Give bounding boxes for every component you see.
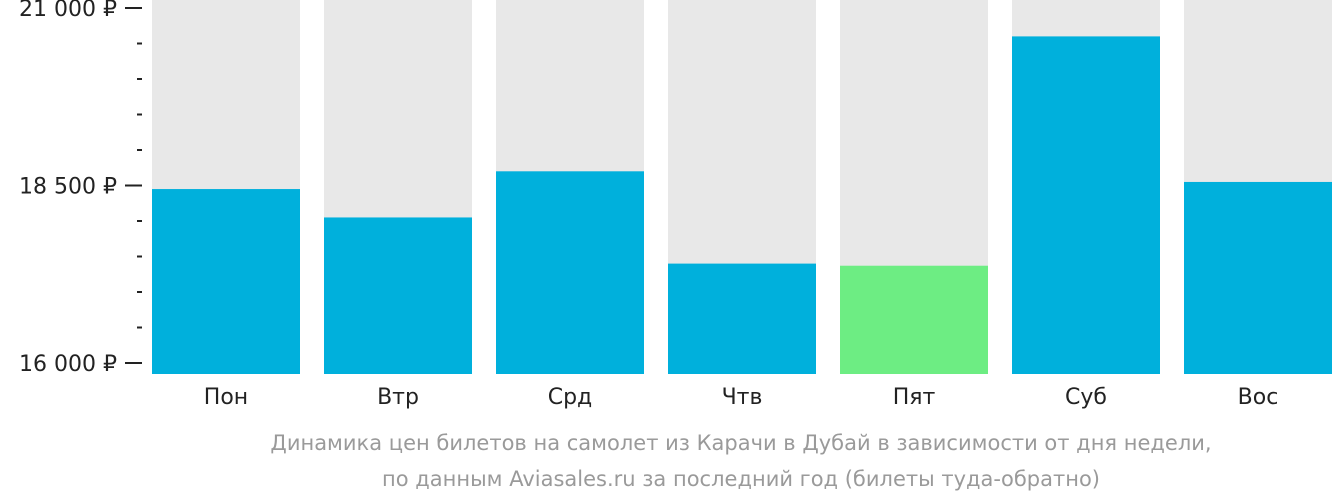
bar-6: [1012, 36, 1160, 375]
y-tick-label-3: 16 000 ₽: [19, 352, 117, 377]
bar-5: [840, 265, 988, 374]
bar-2: [324, 217, 472, 374]
bars: [152, 36, 1332, 375]
bar-7: [1184, 181, 1332, 374]
x-tick-label-3: Срд: [548, 385, 593, 410]
x-axis: Пон Втр Срд Чтв Пят Суб Вос: [204, 385, 1279, 410]
y-tick-label-1: 21 000 ₽: [19, 0, 117, 22]
x-tick-label-5: Пят: [893, 385, 936, 410]
bar-1: [152, 189, 300, 374]
chart-caption-line-1: Динамика цен билетов на самолет из Карач…: [270, 431, 1212, 455]
chart-caption-line-2: по данным Aviasales.ru за последний год …: [382, 467, 1100, 491]
x-tick-label-4: Чтв: [722, 385, 763, 410]
y-axis: 21 000 ₽ 18 500 ₽ 16 000 ₽: [19, 0, 142, 377]
x-tick-label-2: Втр: [377, 385, 419, 410]
y-tick-label-2: 18 500 ₽: [19, 175, 117, 200]
bar-4: [668, 263, 816, 374]
x-tick-label-7: Вос: [1238, 385, 1279, 410]
x-tick-label-6: Суб: [1065, 385, 1107, 410]
x-tick-label-1: Пон: [204, 385, 248, 410]
bar-3: [496, 171, 644, 374]
